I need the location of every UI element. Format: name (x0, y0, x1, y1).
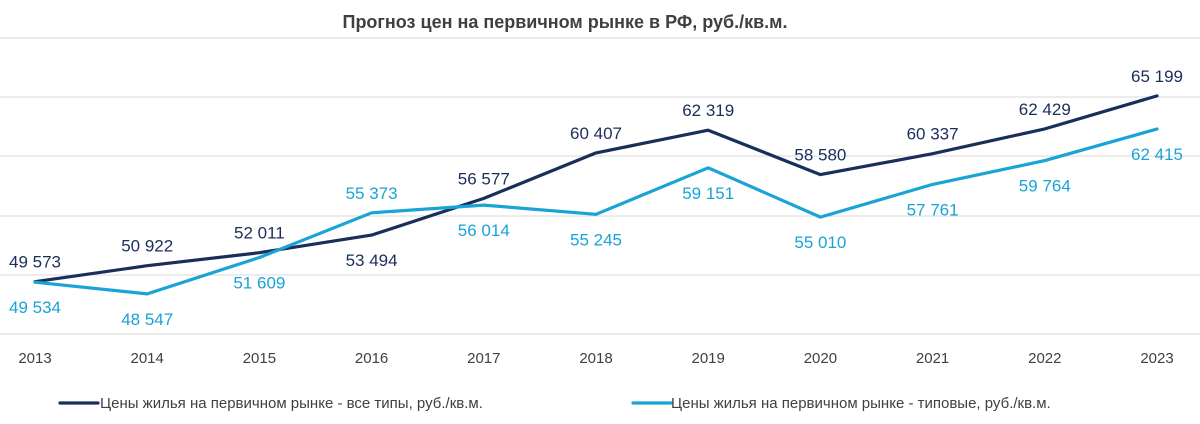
x-tick-label: 2023 (1140, 350, 1173, 367)
data-label: 65 199 (1131, 67, 1183, 86)
data-label: 55 245 (570, 230, 622, 249)
data-label: 59 764 (1019, 177, 1071, 196)
legend-label: Цены жилья на первичном рынке - все типы… (100, 395, 483, 412)
data-label: 56 014 (458, 221, 510, 240)
data-label: 59 151 (682, 184, 734, 203)
x-tick-label: 2015 (243, 350, 276, 367)
x-tick-label: 2018 (579, 350, 612, 367)
x-tick-label: 2019 (692, 350, 725, 367)
data-label: 60 337 (907, 125, 959, 144)
data-label: 48 547 (121, 310, 173, 329)
data-label: 62 429 (1019, 100, 1071, 119)
chart-title: Прогноз цен на первичном рынке в РФ, руб… (343, 12, 788, 32)
x-tick-label: 2016 (355, 350, 388, 367)
x-tick-label: 2020 (804, 350, 837, 367)
series-lines (33, 94, 1159, 296)
data-labels: 49 573 50 922 52 011 53 494 56 577 60 407 62 3… (9, 67, 1183, 329)
data-label: 53 494 (346, 251, 398, 270)
data-label: 50 922 (121, 237, 173, 256)
gridlines (0, 37, 1200, 335)
data-label: 62 319 (682, 101, 734, 120)
legend: Цены жилья на первичном рынке - все типы… (58, 395, 1051, 412)
x-tick-label: 2022 (1028, 350, 1061, 367)
x-tick-label: 2014 (131, 350, 164, 367)
data-label: 49 534 (9, 298, 61, 317)
data-label: 49 573 (9, 253, 61, 272)
x-tick-label: 2017 (467, 350, 500, 367)
x-tick-label: 2013 (18, 350, 51, 367)
legend-label: Цены жилья на первичном рынке - типовые,… (671, 395, 1051, 412)
data-label: 55 010 (794, 233, 846, 252)
x-tick-label: 2021 (916, 350, 949, 367)
data-label: 62 415 (1131, 145, 1183, 164)
data-label: 58 580 (794, 146, 846, 165)
data-label: 56 577 (458, 169, 510, 188)
data-label: 57 761 (907, 200, 959, 219)
data-label: 55 373 (346, 184, 398, 203)
x-axis-ticks: 2013 2014 2015 2016 2017 2018 2019 2020 2021 2022… (18, 350, 1173, 367)
data-label: 52 011 (234, 224, 285, 243)
data-label: 60 407 (570, 124, 622, 143)
data-label: 51 609 (233, 274, 285, 293)
